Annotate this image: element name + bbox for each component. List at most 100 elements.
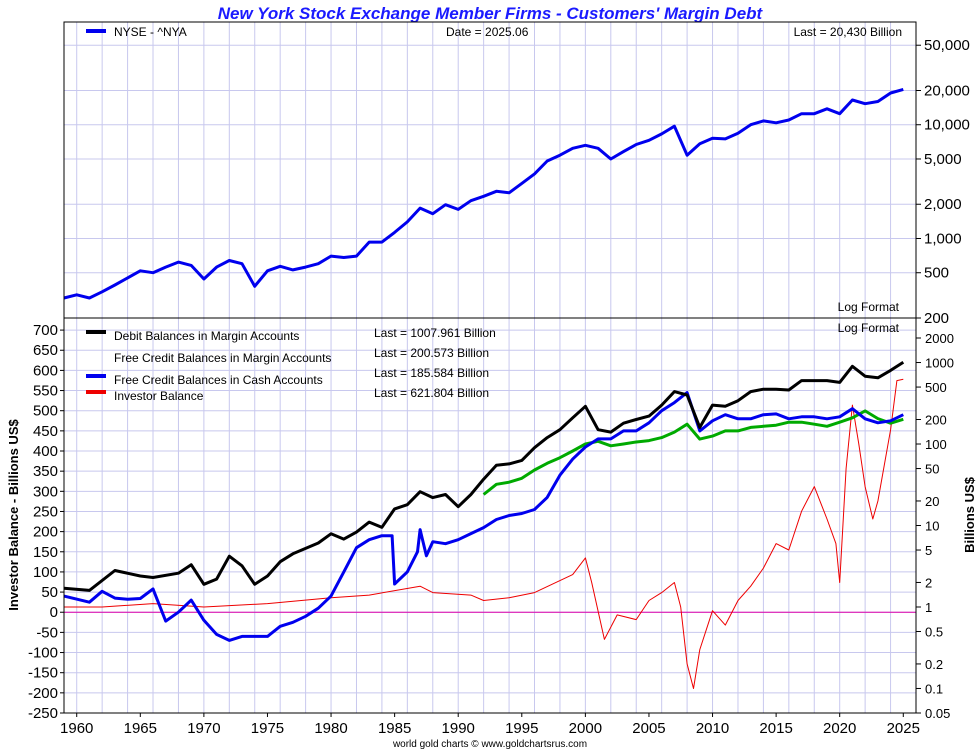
y-tick-label-2-000: 2,000 (924, 196, 962, 213)
y-left-tick-label-150: 150 (33, 544, 58, 561)
bottom-panel-left-axis: 7006506005505004504003503002502001501005… (28, 322, 64, 722)
legend-swatch (86, 374, 106, 378)
y-right-tick-label-20: 20 (925, 494, 939, 509)
y-right-tick-label-0-5: 0.5 (925, 625, 943, 640)
legend-item-free-credit-balances-in-margin-accounts: Free Credit Balances in Margin Accounts L… (114, 346, 489, 365)
x-tick-label-2005: 2005 (632, 720, 665, 737)
bottom-panel-right-axis: 2000 1000 500 200 100 50 20 10 5 2 1 0.5 0.2 0.1 0.05 (916, 331, 954, 721)
y-left-tick-label-400: 400 (33, 443, 58, 460)
x-tick-label-1970: 1970 (187, 720, 220, 737)
top-log-format-label: Log Format (838, 300, 900, 314)
top-date-label: Date = 2025.06 (446, 25, 529, 39)
legend-label: Investor Balance (114, 389, 204, 403)
x-axis: 1960 1965 1970 1975 1980 1985 1990 1995 2000 2005… (60, 713, 920, 737)
y-left-tick-label-50: 50 (41, 584, 58, 601)
top-last-label: Last = 20,430 Billion (794, 25, 902, 39)
y-right-tick-label-0-2: 0.2 (925, 657, 943, 672)
x-tick-label-1965: 1965 (124, 720, 157, 737)
legend-swatch (86, 330, 106, 334)
legend-swatch (86, 390, 106, 394)
top-panel-grid (64, 22, 916, 319)
y-left-tick-label-650: 650 (33, 342, 58, 359)
y-right-tick-label-500: 500 (925, 380, 947, 395)
bottom-legend: Debit Balances in Margin Accounts Last = … (86, 326, 496, 403)
y-right-tick-label-100: 100 (925, 437, 947, 452)
series-line-free-credit-balances-in-margin-accounts (482, 409, 904, 496)
y-tick-label-200: 200 (924, 310, 949, 327)
legend-label: Free Credit Balances in Margin Accounts (114, 351, 331, 365)
y-left-tick-label-0: 0 (50, 604, 58, 621)
x-tick-label-1960: 1960 (60, 720, 93, 737)
top-legend-label: NYSE - ^NYA (114, 25, 187, 39)
y-left-tick-label-550: 550 (33, 383, 58, 400)
y-tick-label-50-000: 50,000 (924, 37, 970, 54)
legend-label: Free Credit Balances in Cash Accounts (114, 373, 323, 387)
bottom-log-format-label: Log Format (838, 321, 900, 335)
top-panel-series (63, 87, 904, 300)
left-axis-title: Investor Balance - Billions US$ (6, 419, 21, 611)
y-left-tick-label-150: -150 (28, 665, 58, 682)
y-right-tick-label-10: 10 (925, 519, 939, 534)
y-tick-label-1-000: 1,000 (924, 230, 962, 247)
top-legend: NYSE - ^NYA (86, 25, 187, 39)
y-left-tick-label-200: 200 (33, 524, 58, 541)
x-tick-label-1990: 1990 (442, 720, 475, 737)
top-panel-y-axis: 50,000 20,000 10,000 5,000 2,000 1,000 500 200 (916, 37, 970, 327)
y-tick-label-500: 500 (924, 265, 949, 282)
y-right-tick-label-2: 2 (925, 575, 932, 590)
legend-last-value: Last = 1007.961 Billion (374, 326, 496, 340)
series-line-investor-balance (64, 378, 904, 689)
bottom-panel-grid (64, 318, 916, 714)
top-legend-swatch (86, 29, 106, 33)
y-left-tick-label-100: -100 (28, 645, 58, 662)
y-right-tick-label-50: 50 (925, 462, 939, 477)
legend-item-debit-balances-in-margin-accounts: Debit Balances in Margin Accounts Last = … (86, 326, 496, 343)
x-tick-label-1995: 1995 (505, 720, 538, 737)
y-left-tick-label-200: -200 (28, 685, 58, 702)
series-line-nyse-nya (63, 87, 904, 300)
legend-label: Debit Balances in Margin Accounts (114, 329, 299, 343)
y-right-tick-label-0-1: 0.1 (925, 681, 943, 696)
series-line-free-credit-balances-in-cash-accounts (63, 391, 904, 642)
y-tick-label-20-000: 20,000 (924, 82, 970, 99)
x-tick-label-2025: 2025 (887, 720, 920, 737)
y-left-tick-label-50: -50 (36, 624, 58, 641)
x-tick-label-1975: 1975 (251, 720, 284, 737)
right-axis-title: Billions US$ (962, 476, 977, 553)
y-left-tick-label-250: 250 (33, 503, 58, 520)
y-left-tick-label-350: 350 (33, 463, 58, 480)
legend-item-investor-balance: Investor Balance Last = 621.804 Billion (86, 386, 489, 403)
y-right-tick-label-1: 1 (925, 600, 932, 615)
y-right-tick-label-1000: 1000 (925, 356, 954, 371)
y-right-tick-label-2000: 2000 (925, 331, 954, 346)
x-tick-label-2000: 2000 (569, 720, 602, 737)
y-tick-label-10-000: 10,000 (924, 117, 970, 134)
y-right-tick-label-5: 5 (925, 543, 932, 558)
y-left-tick-label-100: 100 (33, 564, 58, 581)
footer-credit: world gold charts © www.goldchartsrus.co… (392, 739, 587, 750)
legend-last-value: Last = 185.584 Billion (374, 366, 489, 380)
y-tick-label-5-000: 5,000 (924, 151, 962, 168)
y-left-tick-label-250: -250 (28, 705, 58, 722)
y-left-tick-label-300: 300 (33, 483, 58, 500)
bottom-panel-series (63, 360, 916, 689)
y-right-tick-label-200: 200 (925, 412, 947, 427)
y-left-tick-label-600: 600 (33, 362, 58, 379)
x-tick-label-1985: 1985 (378, 720, 411, 737)
legend-item-free-credit-balances-in-cash-accounts: Free Credit Balances in Cash Accounts Las… (86, 366, 489, 387)
legend-last-value: Last = 200.573 Billion (374, 346, 489, 360)
y-left-tick-label-450: 450 (33, 423, 58, 440)
bottom-panel-frame (63, 317, 917, 714)
x-tick-label-2010: 2010 (696, 720, 729, 737)
chart-title: New York Stock Exchange Member Firms - C… (218, 4, 764, 23)
series-line-debit-balances-in-margin-accounts (63, 360, 905, 592)
y-left-tick-label-500: 500 (33, 403, 58, 420)
x-tick-label-2020: 2020 (823, 720, 856, 737)
y-right-tick-label-0-05: 0.05 (925, 706, 950, 721)
x-tick-label-1980: 1980 (314, 720, 347, 737)
legend-last-value: Last = 621.804 Billion (374, 386, 489, 400)
x-tick-label-2015: 2015 (759, 720, 792, 737)
y-left-tick-label-700: 700 (33, 322, 58, 339)
top-panel-frame (63, 21, 917, 319)
